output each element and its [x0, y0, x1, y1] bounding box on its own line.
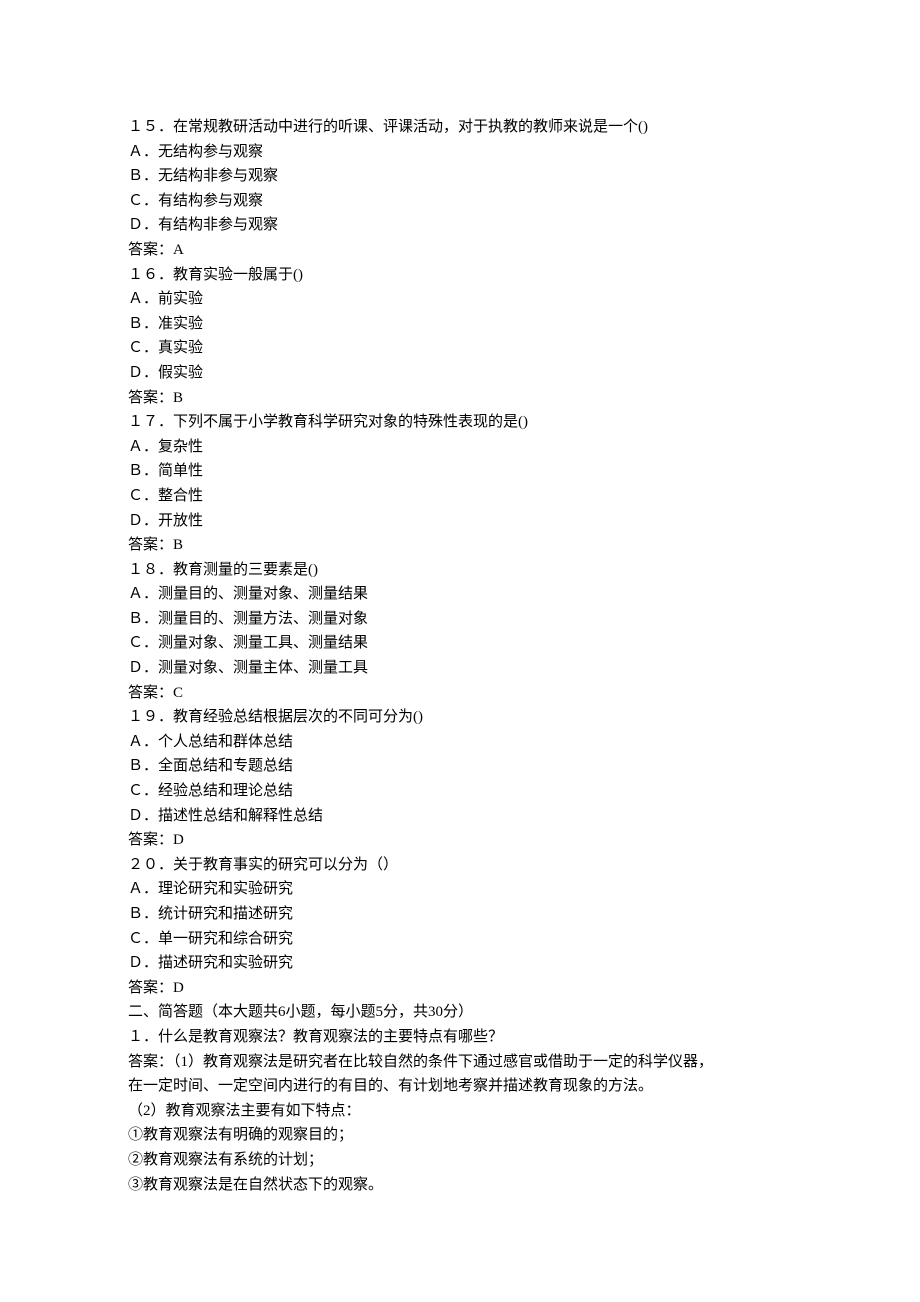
text-line: Ｃ．有结构参与观察: [128, 189, 800, 214]
text-line: Ｂ．统计研究和描述研究: [128, 902, 800, 927]
text-line: 答案：（1）教育观察法是研究者在比较自然的条件下通过感官或借助于一定的科学仪器，: [128, 1050, 800, 1075]
text-line: 答案：B: [128, 533, 800, 558]
text-line: １９．教育经验总结根据层次的不同可分为(): [128, 705, 800, 730]
text-line: Ｄ．测量对象、测量主体、测量工具: [128, 656, 800, 681]
document-page: １５．在常规教研活动中进行的听课、评课活动，对于执教的教师来说是一个()Ａ．无结…: [0, 0, 920, 1302]
text-line: Ｄ．假实验: [128, 361, 800, 386]
text-line: （2）教育观察法主要有如下特点：: [128, 1099, 800, 1124]
text-line: ③教育观察法是在自然状态下的观察。: [128, 1173, 800, 1198]
text-line: Ａ．复杂性: [128, 435, 800, 460]
text-line: ①教育观察法有明确的观察目的；: [128, 1123, 800, 1148]
text-line: Ｃ．单一研究和综合研究: [128, 927, 800, 952]
text-line: １６．教育实验一般属于(): [128, 263, 800, 288]
text-line: 答案：D: [128, 828, 800, 853]
text-line: Ｄ．描述研究和实验研究: [128, 951, 800, 976]
text-line: Ｂ．准实验: [128, 312, 800, 337]
text-line: １．什么是教育观察法？教育观察法的主要特点有哪些？: [128, 1025, 800, 1050]
text-line: Ａ．测量目的、测量对象、测量结果: [128, 582, 800, 607]
text-line: 答案：C: [128, 681, 800, 706]
text-line: Ｂ．全面总结和专题总结: [128, 754, 800, 779]
text-line: １８．教育测量的三要素是(): [128, 558, 800, 583]
text-line: Ａ．个人总结和群体总结: [128, 730, 800, 755]
text-line: ②教育观察法有系统的计划；: [128, 1148, 800, 1173]
text-line: Ｄ．描述性总结和解释性总结: [128, 804, 800, 829]
text-line: 答案：A: [128, 238, 800, 263]
text-line: １７．下列不属于小学教育科学研究对象的特殊性表现的是(): [128, 410, 800, 435]
text-line: ２０．关于教育事实的研究可以分为（）: [128, 853, 800, 878]
text-line: Ａ．理论研究和实验研究: [128, 877, 800, 902]
text-line: Ａ．无结构参与观察: [128, 140, 800, 165]
text-line: Ｃ．测量对象、测量工具、测量结果: [128, 631, 800, 656]
text-line: Ｂ．测量目的、测量方法、测量对象: [128, 607, 800, 632]
text-line: 答案：B: [128, 386, 800, 411]
text-line: Ａ．前实验: [128, 287, 800, 312]
text-line: Ｄ．开放性: [128, 509, 800, 534]
text-line: 在一定时间、一定空间内进行的有目的、有计划地考察并描述教育现象的方法。: [128, 1074, 800, 1099]
text-line: 答案：D: [128, 976, 800, 1001]
text-line: Ｂ．简单性: [128, 459, 800, 484]
text-line: Ｃ．经验总结和理论总结: [128, 779, 800, 804]
text-line: Ｂ．无结构非参与观察: [128, 164, 800, 189]
text-line: １５．在常规教研活动中进行的听课、评课活动，对于执教的教师来说是一个(): [128, 115, 800, 140]
text-line: Ｄ．有结构非参与观察: [128, 213, 800, 238]
text-line: Ｃ．真实验: [128, 336, 800, 361]
text-line: Ｃ．整合性: [128, 484, 800, 509]
text-line: 二、简答题（本大题共6小题，每小题5分，共30分）: [128, 1000, 800, 1025]
